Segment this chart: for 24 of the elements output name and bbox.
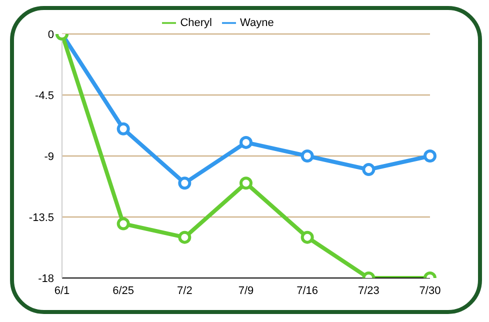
y-tick-label: 0 (48, 28, 54, 41)
y-tick-label: -9 (44, 150, 54, 163)
point (116, 122, 130, 136)
point (240, 176, 252, 190)
point (362, 163, 376, 176)
x-tick-label: 7/9 (238, 284, 254, 297)
point (300, 230, 314, 244)
legend-label: Cheryl (180, 16, 212, 29)
point (116, 217, 130, 230)
x-tick-label: 7/23 (358, 284, 380, 297)
x-tick-label: 6/25 (112, 284, 134, 297)
legend-label: Wayne (240, 16, 274, 29)
y-tick-label: -13.5 (28, 212, 54, 224)
x-tick-label: 7/2 (177, 284, 192, 297)
y-tick-label: -4.5 (35, 90, 54, 102)
point (178, 230, 192, 244)
x-tick-label: 7/30 (419, 284, 441, 297)
y-tick-label: -18 (38, 272, 54, 285)
x-tick-label: 6/1 (54, 284, 70, 297)
point (240, 136, 252, 149)
point (424, 150, 436, 162)
point (178, 176, 192, 190)
x-tick-label: 7/16 (296, 284, 318, 297)
point (300, 150, 314, 162)
